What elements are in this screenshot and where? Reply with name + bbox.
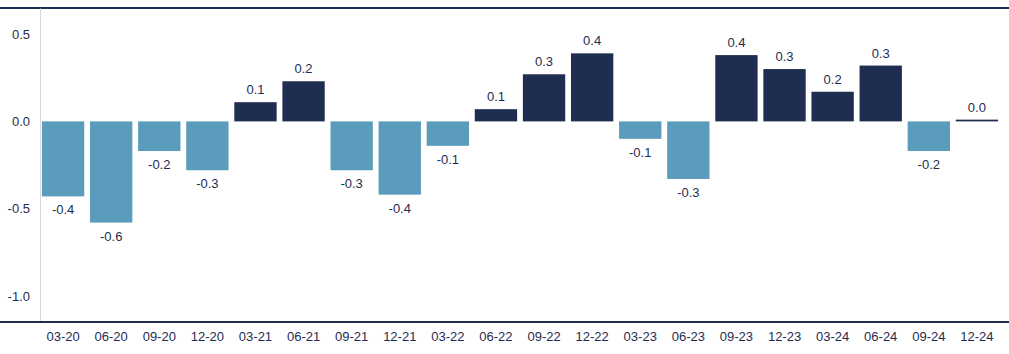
bar <box>234 102 276 121</box>
x-tick: 06-23 <box>672 322 705 344</box>
y-axis-line <box>40 9 41 323</box>
x-tick: 03-21 <box>239 322 272 344</box>
x-tick: 03-24 <box>816 322 849 344</box>
x-tick-label: 12-21 <box>383 329 416 344</box>
x-tick-label: 12-23 <box>768 329 801 344</box>
data-label: 0.0 <box>968 100 986 115</box>
x-tick: 12-20 <box>191 322 224 344</box>
y-tick-label: 0.0 <box>12 114 30 129</box>
y-tick: -0.5 <box>8 201 40 216</box>
y-tick-label: -1.0 <box>8 288 30 303</box>
data-label: 0.3 <box>535 54 553 69</box>
y-tick-label: -0.5 <box>8 201 30 216</box>
x-tick-label: 03-20 <box>46 329 79 344</box>
x-tick: 12-22 <box>576 322 609 344</box>
data-label: -0.6 <box>100 229 122 244</box>
x-tick-label: 12-24 <box>960 329 993 344</box>
bar <box>90 121 132 222</box>
bar <box>763 69 805 121</box>
data-label: -0.1 <box>437 152 459 167</box>
x-tick-label: 03-21 <box>239 329 272 344</box>
x-tick-label: 06-20 <box>95 329 128 344</box>
data-label: -0.4 <box>389 201 411 216</box>
bar <box>186 121 228 170</box>
y-axis: -1.0 -0.5 0.0 0.5 <box>8 9 41 323</box>
bar <box>138 121 180 151</box>
bar <box>42 121 84 196</box>
x-tick: 03-23 <box>624 322 657 344</box>
x-tick: 12-21 <box>383 322 416 344</box>
x-tick: 12-23 <box>768 322 801 344</box>
x-tick-label: 03-22 <box>431 329 464 344</box>
bars <box>42 53 998 222</box>
x-axis: 03-20 06-20 09-20 12-20 03-21 06-21 09-21 12-21… <box>0 322 1009 344</box>
x-tick-label: 12-22 <box>576 329 609 344</box>
data-label: 0.1 <box>246 82 264 97</box>
x-tick-label: 06-21 <box>287 329 320 344</box>
x-tick: 06-20 <box>95 322 128 344</box>
data-label: -0.4 <box>52 202 74 217</box>
chart: -1.0 -0.5 0.0 0.5 -0.4 -0.6 -0.2 -0.3 0.1 0.2 -0.3… <box>0 0 1009 354</box>
bar <box>282 81 324 121</box>
plot-frame-top <box>0 7 1009 9</box>
bar <box>475 109 517 121</box>
y-tick: 0.5 <box>12 27 40 42</box>
data-labels: -0.4 -0.6 -0.2 -0.3 0.1 0.2 -0.3 -0.4 -0.1 0.1 0.3… <box>52 33 986 243</box>
x-tick: 03-20 <box>46 322 79 344</box>
bar <box>571 53 613 121</box>
bar <box>331 121 373 170</box>
x-tick-label: 09-23 <box>720 329 753 344</box>
x-tick: 09-20 <box>143 322 176 344</box>
data-label: -0.2 <box>148 157 170 172</box>
x-tick-label: 09-21 <box>335 329 368 344</box>
bar <box>811 92 853 122</box>
x-tick-label: 06-24 <box>864 329 897 344</box>
bar <box>956 120 998 122</box>
x-tick: 06-21 <box>287 322 320 344</box>
data-label: 0.4 <box>727 35 745 50</box>
data-label: 0.3 <box>775 49 793 64</box>
x-tick: 09-23 <box>720 322 753 344</box>
x-tick-label: 03-24 <box>816 329 849 344</box>
bar <box>908 121 950 151</box>
x-tick: 03-22 <box>431 322 464 344</box>
x-tick: 09-22 <box>527 322 560 344</box>
data-label: 0.2 <box>824 72 842 87</box>
y-tick: 0.0 <box>12 114 40 129</box>
data-label: -0.1 <box>629 145 651 160</box>
bar <box>619 121 661 138</box>
x-tick: 09-24 <box>912 322 945 344</box>
y-tick: -1.0 <box>8 288 40 303</box>
data-label: -0.3 <box>677 185 699 200</box>
data-label: 0.3 <box>872 46 890 61</box>
data-label: 0.4 <box>583 33 601 48</box>
data-label: -0.3 <box>196 176 218 191</box>
x-tick: 09-21 <box>335 322 368 344</box>
data-label: 0.1 <box>487 89 505 104</box>
x-tick: 06-22 <box>479 322 512 344</box>
bar <box>523 74 565 121</box>
x-tick-label: 12-20 <box>191 329 224 344</box>
x-axis-line <box>0 321 1009 323</box>
bar <box>379 121 421 194</box>
x-tick-label: 06-23 <box>672 329 705 344</box>
x-tick-label: 06-22 <box>479 329 512 344</box>
bar <box>860 66 902 122</box>
x-tick: 06-24 <box>864 322 897 344</box>
x-tick: 12-24 <box>960 322 993 344</box>
bar <box>715 55 757 121</box>
x-tick-label: 09-22 <box>527 329 560 344</box>
bar <box>667 121 709 179</box>
data-label: -0.2 <box>918 157 940 172</box>
x-tick-label: 03-23 <box>624 329 657 344</box>
data-label: -0.3 <box>340 176 362 191</box>
y-tick-label: 0.5 <box>12 27 30 42</box>
bar <box>427 121 469 145</box>
data-label: 0.2 <box>295 61 313 76</box>
x-tick-label: 09-20 <box>143 329 176 344</box>
x-tick-label: 09-24 <box>912 329 945 344</box>
